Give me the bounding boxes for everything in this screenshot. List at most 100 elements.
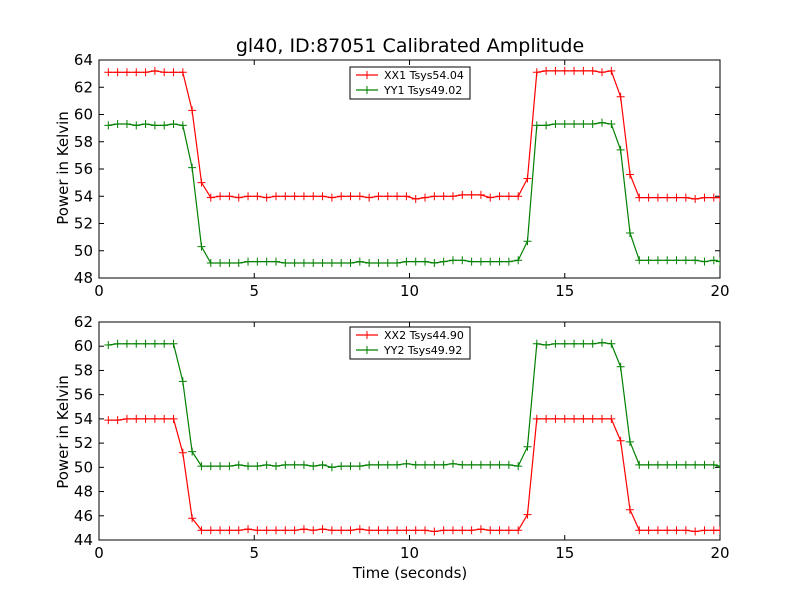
top-data-point	[663, 193, 672, 202]
top-data-point	[616, 145, 625, 154]
top-data-point	[355, 192, 364, 201]
bottom-data-point	[262, 460, 271, 469]
top-series-yy	[104, 118, 720, 268]
top-data-point	[318, 192, 327, 201]
bottom-data-point	[150, 414, 159, 423]
top-data-point	[635, 193, 644, 202]
bottom-data-point	[150, 339, 159, 348]
bottom-data-point	[625, 437, 634, 446]
bottom-panel: Power in Kelvin 0 5 10 15 20 44 46 48 50 52 54 56 58…	[54, 313, 730, 562]
top-data-point	[476, 190, 485, 199]
bottom-data-point	[365, 460, 374, 469]
top-data-point	[716, 193, 720, 202]
bottom-data-point	[467, 460, 476, 469]
top-y-tick-label: 52	[74, 215, 93, 233]
top-data-point	[458, 256, 467, 265]
top-legend-box	[349, 66, 471, 100]
bottom-data-point	[421, 526, 430, 535]
top-data-point	[532, 121, 541, 130]
top-data-point	[150, 66, 159, 75]
bottom-data-point	[644, 460, 653, 469]
top-y-tick-label: 62	[74, 78, 93, 96]
bottom-data-point	[635, 526, 644, 535]
bottom-data-point	[458, 526, 467, 535]
bottom-data-point	[532, 414, 541, 423]
top-y-tick-label: 50	[74, 242, 93, 260]
top-data-point	[290, 192, 299, 201]
top-data-point	[244, 257, 253, 266]
bottom-data-point	[588, 339, 597, 348]
top-legend-entry: XX1 Tsys54.04	[384, 69, 464, 82]
bottom-data-point	[579, 414, 588, 423]
bottom-data-point	[299, 525, 308, 534]
bottom-data-point	[551, 339, 560, 348]
top-data-point	[411, 194, 420, 203]
bottom-data-point	[271, 462, 280, 471]
top-data-point	[588, 120, 597, 129]
top-data-point	[691, 256, 700, 265]
top-data-point	[132, 121, 141, 130]
bottom-data-point	[635, 460, 644, 469]
bottom-data-point	[253, 462, 262, 471]
bottom-data-point	[309, 526, 318, 535]
bottom-y-tick-label: 50	[74, 458, 93, 476]
bottom-data-point	[663, 526, 672, 535]
top-series-xx	[104, 66, 720, 203]
top-data-point	[299, 259, 308, 268]
bottom-data-point	[169, 414, 178, 423]
bottom-y-tick-label: 60	[74, 337, 93, 355]
top-data-point	[625, 229, 634, 238]
top-data-point	[700, 257, 709, 266]
top-data-point	[216, 259, 225, 268]
bottom-data-point	[132, 414, 141, 423]
bottom-data-point	[672, 526, 681, 535]
top-data-point	[672, 193, 681, 202]
bottom-y-tick-label: 58	[74, 361, 93, 379]
top-data-point	[625, 170, 634, 179]
top-data-point	[542, 121, 551, 130]
top-data-point	[337, 259, 346, 268]
bottom-data-point	[691, 460, 700, 469]
top-data-point	[653, 256, 662, 265]
bottom-data-point	[570, 414, 579, 423]
bottom-legend-marker	[363, 331, 371, 339]
bottom-data-point	[411, 526, 420, 535]
bottom-data-point	[169, 339, 178, 348]
bottom-y-tick-label: 48	[74, 483, 93, 501]
bottom-data-point	[607, 414, 616, 423]
top-data-point	[244, 192, 253, 201]
top-data-point	[104, 121, 113, 130]
bottom-data-point	[299, 460, 308, 469]
top-data-point	[523, 174, 532, 183]
bottom-data-point	[486, 526, 495, 535]
bottom-data-point	[514, 526, 523, 535]
bottom-data-point	[523, 510, 532, 519]
bottom-data-point	[542, 414, 551, 423]
top-data-point	[635, 256, 644, 265]
top-y-tick-label: 48	[74, 269, 93, 287]
top-data-point	[374, 192, 383, 201]
bottom-data-point	[495, 526, 504, 535]
bottom-data-point	[439, 460, 448, 469]
bottom-data-point	[383, 460, 392, 469]
bottom-data-point	[598, 338, 607, 347]
top-data-point	[551, 120, 560, 129]
bottom-data-point	[439, 526, 448, 535]
top-data-point	[523, 237, 532, 246]
top-data-point	[653, 193, 662, 202]
bottom-data-point	[337, 462, 346, 471]
top-data-point	[532, 68, 541, 77]
top-data-point	[262, 257, 271, 266]
top-data-point	[383, 192, 392, 201]
bottom-data-point	[393, 460, 402, 469]
bottom-data-point	[160, 339, 169, 348]
top-y-axis-label: Power in Kelvin	[54, 111, 72, 225]
bottom-legend-entry: YY2 Tsys49.92	[383, 344, 462, 357]
figure-title: gl40, ID:87051 Calibrated Amplitude	[236, 35, 584, 57]
bottom-data-point	[262, 526, 271, 535]
top-data-point	[318, 259, 327, 268]
bottom-data-point	[327, 526, 336, 535]
bottom-data-point	[253, 526, 262, 535]
top-data-point	[476, 257, 485, 266]
bottom-data-point	[337, 526, 346, 535]
